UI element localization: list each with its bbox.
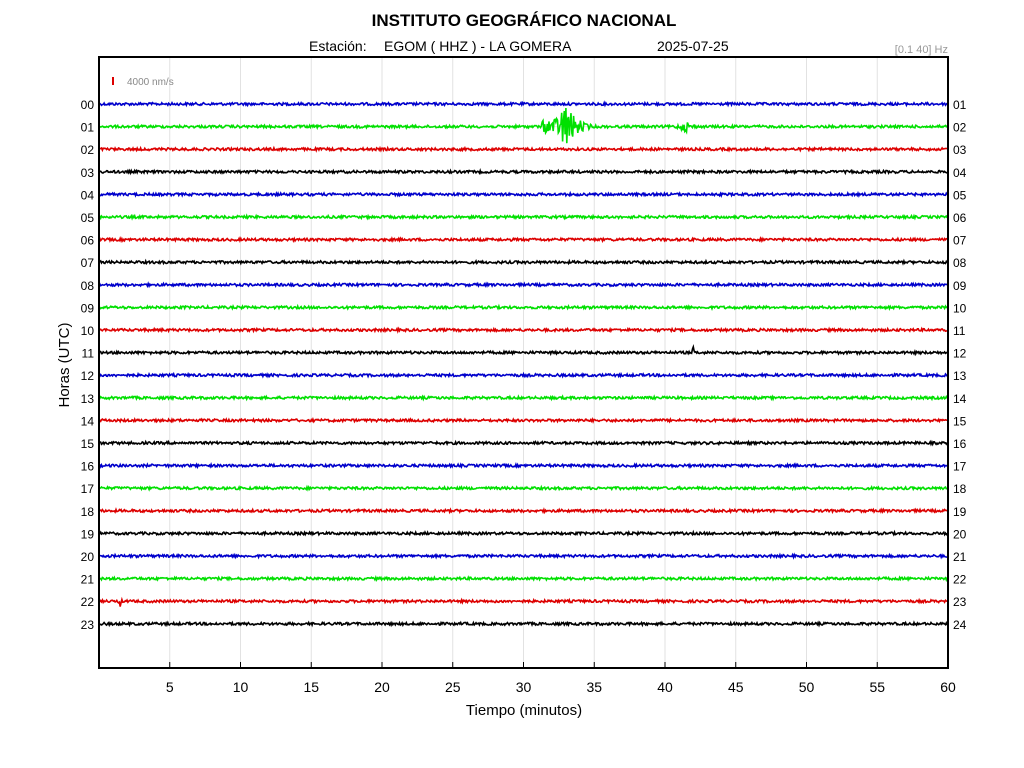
x-tick-label: 30 <box>516 679 532 695</box>
trace-hour-14 <box>98 417 948 424</box>
hour-label-right: 04 <box>953 166 967 180</box>
hour-label-right: 20 <box>953 527 967 541</box>
x-tick-label: 20 <box>374 679 390 695</box>
right-hour-labels: 01 02 03 04 05 06 07 08 09 10 11 12 13 14 15 16 17 18 19 20… <box>953 98 967 632</box>
hour-label-right: 22 <box>953 573 967 587</box>
trace-hour-00 <box>98 100 948 108</box>
x-tick-label: 50 <box>799 679 815 695</box>
hour-label-right: 21 <box>953 550 967 564</box>
x-tick-label: 15 <box>303 679 319 695</box>
scale-bar-icon <box>112 77 114 85</box>
hour-label-right: 02 <box>953 121 967 135</box>
trace-hour-18 <box>98 507 948 515</box>
hour-label-left: 13 <box>81 392 95 406</box>
hour-label-right: 05 <box>953 188 967 202</box>
x-tick-label: 55 <box>869 679 885 695</box>
trace-hour-10 <box>98 326 948 334</box>
trace-hour-07 <box>98 258 948 266</box>
hour-label-right: 24 <box>953 618 967 632</box>
trace-hour-03 <box>98 167 948 176</box>
hour-label-left: 10 <box>81 324 95 338</box>
station-label: Estación: <box>309 38 367 54</box>
hour-label-left: 02 <box>81 143 95 157</box>
hour-label-right: 19 <box>953 505 967 519</box>
trace-hour-01 <box>98 107 948 144</box>
hour-label-left: 11 <box>82 347 95 361</box>
hour-label-right: 06 <box>953 211 967 225</box>
hour-label-right: 01 <box>953 98 967 112</box>
trace-hour-12 <box>99 371 948 379</box>
hour-label-right: 09 <box>953 279 967 293</box>
filter-label: [0.1 40] Hz <box>895 44 948 56</box>
hour-label-left: 12 <box>81 369 95 383</box>
hour-label-left: 16 <box>81 460 95 474</box>
x-tick-label: 60 <box>940 679 956 695</box>
trace-hour-02 <box>98 145 948 153</box>
x-axis-label: Tiempo (minutos) <box>466 702 582 719</box>
hour-label-left: 18 <box>81 505 95 519</box>
hour-label-left: 09 <box>81 301 95 315</box>
hour-label-left: 14 <box>81 414 95 428</box>
scale-label: 4000 nm/s <box>127 77 174 88</box>
left-hour-labels: 00 01 02 03 04 05 06 07 08 09 10 11 12 13 14 15 16 17 18 19… <box>81 98 95 632</box>
trace-hour-17 <box>98 484 948 492</box>
date-label: 2025-07-25 <box>657 38 729 54</box>
x-tick-label: 5 <box>166 679 174 695</box>
hour-label-right: 18 <box>953 482 967 496</box>
hour-label-left: 20 <box>81 550 95 564</box>
hour-label-right: 12 <box>953 347 967 361</box>
trace-hour-11 <box>98 344 948 357</box>
trace-hour-04 <box>98 190 948 199</box>
trace-hour-08 <box>98 281 948 289</box>
y-axis-label: Horas (UTC) <box>56 322 73 407</box>
trace-hour-05 <box>98 213 948 221</box>
trace-hour-23 <box>98 620 948 628</box>
hour-label-right: 11 <box>953 324 966 338</box>
hour-label-right: 10 <box>953 301 967 315</box>
hour-label-right: 07 <box>953 234 967 248</box>
trace-hour-09 <box>98 303 948 312</box>
trace-hour-15 <box>98 439 948 447</box>
hour-label-left: 15 <box>81 437 95 451</box>
hour-label-right: 23 <box>953 595 967 609</box>
hour-label-left: 08 <box>81 279 95 293</box>
hour-label-left: 04 <box>81 188 95 202</box>
hour-label-left: 17 <box>81 482 95 496</box>
hour-label-left: 22 <box>81 595 95 609</box>
trace-hour-21 <box>98 575 948 583</box>
hour-label-left: 19 <box>81 527 95 541</box>
hour-label-left: 03 <box>81 166 95 180</box>
hour-label-left: 00 <box>81 98 95 112</box>
trace-hour-16 <box>98 462 948 470</box>
x-tick-label: 10 <box>233 679 249 695</box>
x-tick-label: 45 <box>728 679 744 695</box>
hour-label-left: 07 <box>81 256 95 270</box>
hour-label-right: 14 <box>953 392 967 406</box>
x-tick-label: 35 <box>586 679 602 695</box>
seismic-traces <box>98 100 948 628</box>
hour-label-right: 17 <box>953 460 967 474</box>
x-tick-label: 40 <box>657 679 673 695</box>
plot-frame <box>98 56 949 669</box>
hour-label-right: 08 <box>953 256 967 270</box>
trace-hour-19 <box>98 529 948 537</box>
hour-label-left: 21 <box>81 573 95 587</box>
hour-label-left: 05 <box>81 211 95 225</box>
hour-label-right: 13 <box>953 369 967 383</box>
trace-hour-06 <box>98 236 948 244</box>
trace-hour-13 <box>98 394 948 402</box>
hour-label-right: 16 <box>953 437 967 451</box>
trace-hour-22 <box>98 596 948 607</box>
chart-title: INSTITUTO GEOGRÁFICO NACIONAL <box>372 11 677 30</box>
x-tick-labels: 5 10 15 20 25 30 35 40 45 50 55 60 <box>166 679 956 695</box>
x-tick-label: 25 <box>445 679 461 695</box>
hour-label-right: 15 <box>953 414 967 428</box>
hour-label-left: 01 <box>81 121 95 135</box>
station-name: EGOM ( HHZ ) - LA GOMERA <box>384 38 572 54</box>
hour-label-left: 06 <box>81 234 95 248</box>
hour-label-right: 03 <box>953 143 967 157</box>
trace-hour-20 <box>98 552 948 560</box>
hour-label-left: 23 <box>81 618 95 632</box>
